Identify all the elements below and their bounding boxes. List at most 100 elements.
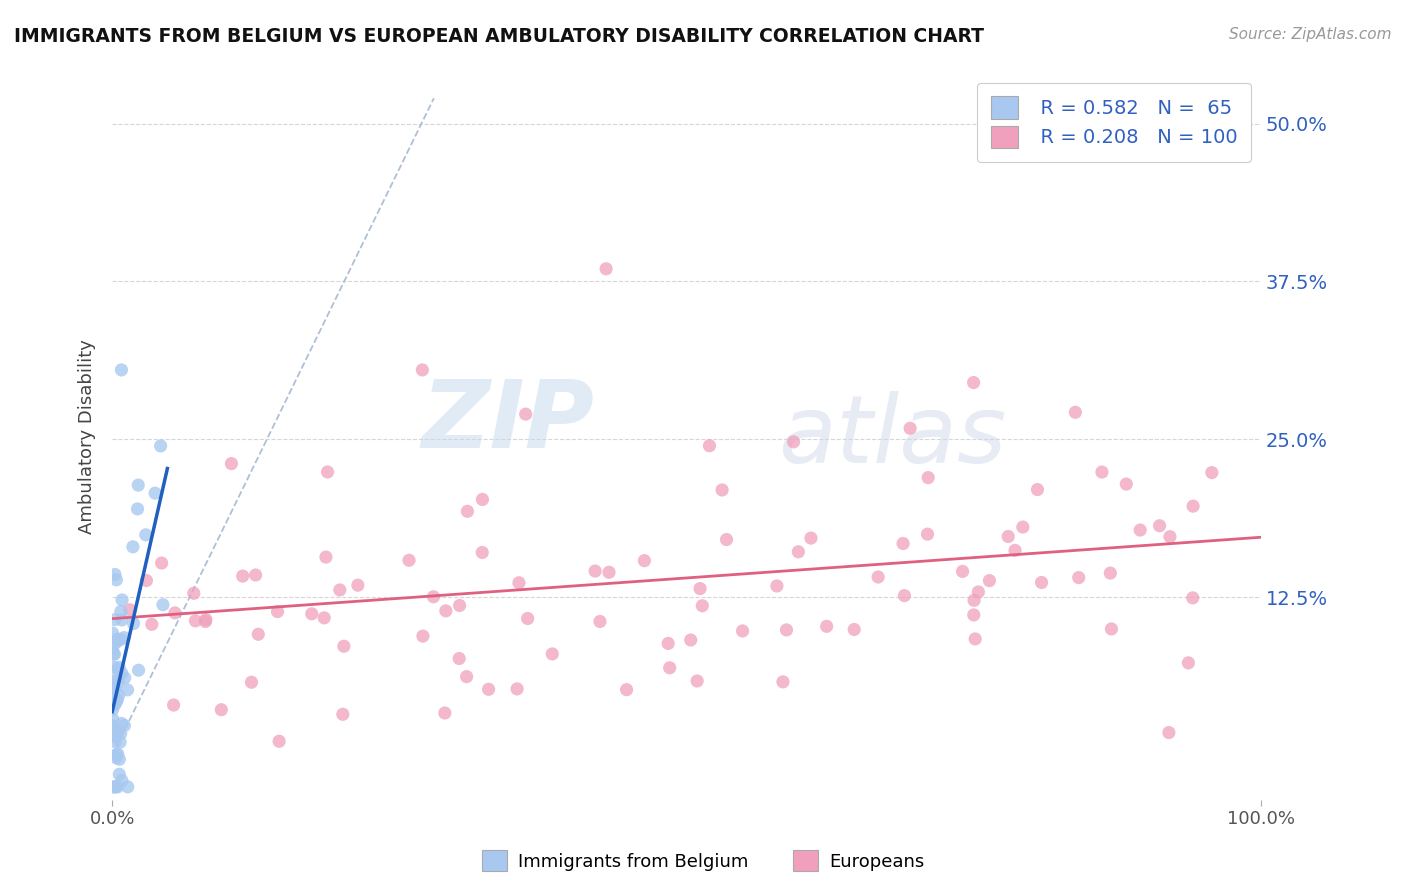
Point bbox=[1181, 591, 1204, 605]
Point bbox=[110, 632, 132, 647]
Point bbox=[411, 363, 433, 377]
Point bbox=[111, 593, 134, 607]
Point bbox=[112, 718, 135, 732]
Point bbox=[135, 528, 157, 542]
Point bbox=[1099, 566, 1122, 580]
Point bbox=[143, 486, 166, 500]
Point bbox=[316, 465, 339, 479]
Point bbox=[815, 619, 838, 633]
Point bbox=[118, 603, 141, 617]
Point bbox=[101, 689, 124, 703]
Point bbox=[103, 648, 125, 662]
Point bbox=[209, 703, 232, 717]
Point bbox=[515, 407, 537, 421]
Point bbox=[122, 540, 145, 554]
Point bbox=[103, 647, 125, 661]
Point bbox=[103, 698, 125, 712]
Point bbox=[104, 613, 127, 627]
Point bbox=[422, 590, 444, 604]
Point bbox=[269, 734, 291, 748]
Point bbox=[128, 663, 150, 677]
Point bbox=[893, 589, 915, 603]
Point bbox=[112, 631, 135, 645]
Point bbox=[101, 703, 124, 717]
Point bbox=[657, 636, 679, 650]
Point bbox=[107, 780, 129, 794]
Point bbox=[104, 696, 127, 710]
Point bbox=[997, 529, 1019, 543]
Point bbox=[122, 616, 145, 631]
Point bbox=[898, 421, 921, 435]
Point bbox=[332, 707, 354, 722]
Point bbox=[456, 670, 478, 684]
Point bbox=[266, 605, 288, 619]
Text: ZIP: ZIP bbox=[422, 376, 595, 467]
Point bbox=[314, 611, 336, 625]
Point bbox=[104, 681, 127, 696]
Point bbox=[111, 773, 134, 788]
Point bbox=[508, 575, 530, 590]
Point bbox=[979, 574, 1001, 588]
Point bbox=[162, 698, 184, 712]
Point bbox=[711, 483, 734, 497]
Point bbox=[114, 671, 136, 685]
Point bbox=[149, 439, 172, 453]
Point bbox=[1091, 465, 1114, 479]
Point bbox=[110, 363, 132, 377]
Point bbox=[101, 713, 124, 727]
Point bbox=[240, 675, 263, 690]
Point bbox=[101, 719, 124, 733]
Point bbox=[589, 615, 612, 629]
Point bbox=[456, 504, 478, 518]
Point bbox=[232, 569, 254, 583]
Point bbox=[595, 261, 617, 276]
Point bbox=[1129, 523, 1152, 537]
Point bbox=[110, 727, 132, 741]
Point bbox=[1157, 725, 1180, 739]
Point bbox=[333, 639, 356, 653]
Point bbox=[104, 694, 127, 708]
Point bbox=[917, 470, 939, 484]
Point bbox=[104, 680, 127, 694]
Point bbox=[245, 568, 267, 582]
Point bbox=[107, 747, 129, 761]
Point bbox=[104, 567, 127, 582]
Legend: Immigrants from Belgium, Europeans: Immigrants from Belgium, Europeans bbox=[474, 843, 932, 879]
Point bbox=[398, 553, 420, 567]
Point bbox=[104, 735, 127, 749]
Point bbox=[103, 720, 125, 734]
Point bbox=[699, 439, 721, 453]
Point bbox=[787, 545, 810, 559]
Y-axis label: Ambulatory Disability: Ambulatory Disability bbox=[79, 339, 96, 533]
Point bbox=[962, 376, 984, 390]
Point bbox=[141, 617, 163, 632]
Point bbox=[104, 674, 127, 689]
Point bbox=[105, 724, 128, 739]
Point bbox=[107, 632, 129, 646]
Point bbox=[329, 582, 352, 597]
Point bbox=[315, 550, 337, 565]
Point bbox=[108, 660, 131, 674]
Point bbox=[598, 566, 620, 580]
Point bbox=[104, 729, 127, 743]
Point bbox=[194, 613, 217, 627]
Point bbox=[1011, 520, 1033, 534]
Point bbox=[1099, 622, 1122, 636]
Point bbox=[471, 492, 494, 507]
Point bbox=[686, 673, 709, 688]
Point bbox=[105, 747, 128, 762]
Point bbox=[183, 586, 205, 600]
Point bbox=[101, 640, 124, 655]
Point bbox=[506, 681, 529, 696]
Point bbox=[1182, 499, 1205, 513]
Point bbox=[766, 579, 789, 593]
Point bbox=[105, 694, 128, 708]
Point bbox=[891, 536, 914, 550]
Point bbox=[105, 635, 128, 649]
Point bbox=[152, 598, 174, 612]
Point bbox=[108, 767, 131, 781]
Point bbox=[477, 682, 499, 697]
Point bbox=[692, 599, 714, 613]
Point bbox=[194, 615, 217, 629]
Point bbox=[412, 629, 434, 643]
